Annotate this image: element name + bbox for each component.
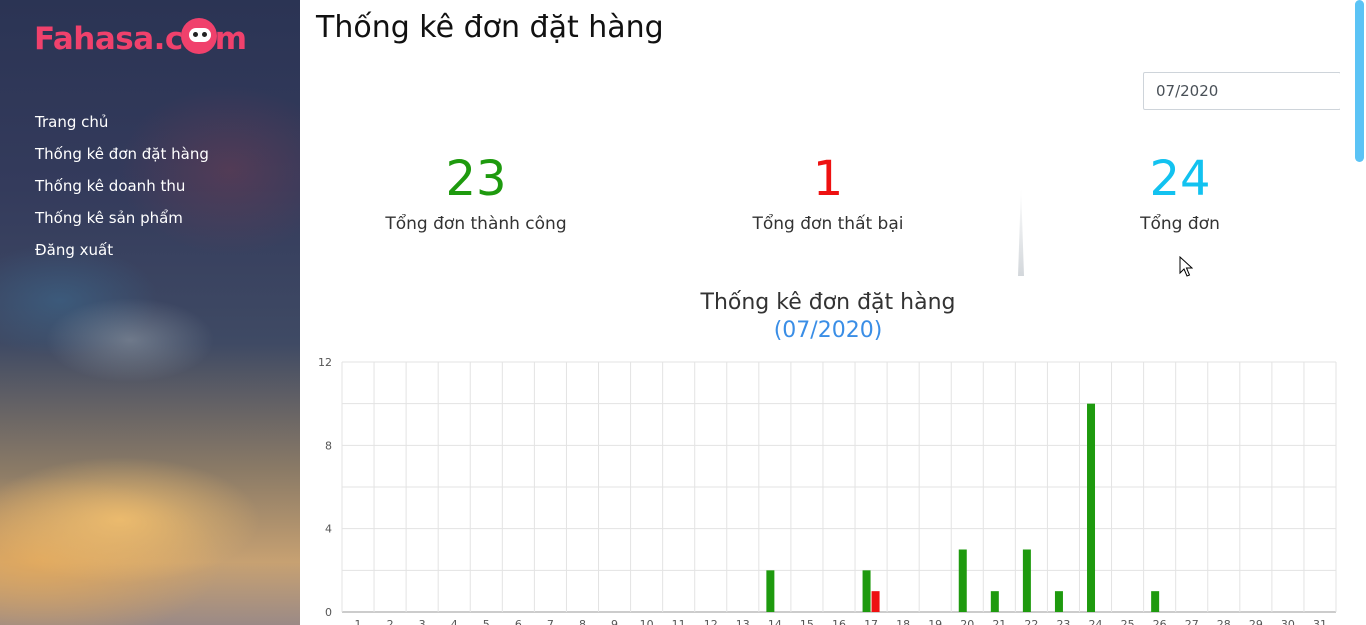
x-tick-label: 6: [515, 618, 522, 625]
sidebar-item-home[interactable]: Trang chủ: [35, 113, 109, 131]
sidebar-item-order-stats[interactable]: Thống kê đơn đặt hàng: [35, 145, 209, 163]
sidebar-item-revenue-stats[interactable]: Thống kê doanh thu: [35, 177, 186, 195]
stat-total-label: Tổng đơn: [1140, 214, 1220, 234]
main-content: Thống kê đơn đặt hàng 23 Tổng đơn thành …: [300, 0, 1366, 625]
x-tick-label: 31: [1313, 618, 1327, 625]
sidebar: Fahasa.c m Trang chủ Thống kê đơn đặt hà…: [0, 0, 300, 625]
bar: [1151, 591, 1160, 612]
x-tick-label: 11: [672, 618, 686, 625]
x-tick-label: 3: [419, 618, 426, 625]
x-tick-label: 13: [736, 618, 750, 625]
x-tick-label: 27: [1185, 618, 1199, 625]
bar: [862, 570, 871, 612]
stat-failed-value: 1: [812, 151, 844, 207]
x-tick-label: 23: [1056, 618, 1070, 625]
stat-success: 23 Tổng đơn thành công: [311, 148, 641, 234]
x-tick-label: 18: [896, 618, 910, 625]
x-tick-label: 25: [1121, 618, 1135, 625]
stat-total-value: 24: [1149, 151, 1211, 207]
logo-text-right: m: [214, 21, 247, 57]
page-title: Thống kê đơn đặt hàng: [316, 10, 664, 45]
x-tick-label: 4: [451, 618, 458, 625]
x-tick-label: 19: [928, 618, 942, 625]
x-tick-label: 30: [1281, 618, 1295, 625]
chart-subtitle: (07/2020): [773, 318, 883, 343]
mouse-cursor-icon: [1179, 256, 1193, 277]
scrollbar[interactable]: [1340, 0, 1366, 625]
divider: [1018, 186, 1024, 276]
x-tick-label: 22: [1024, 618, 1038, 625]
bar: [766, 570, 775, 612]
x-tick-label: 1: [355, 618, 362, 625]
x-tick-label: 24: [1089, 618, 1103, 625]
x-tick-label: 16: [832, 618, 846, 625]
sidebar-nav: Trang chủ Thống kê đơn đặt hàng Thống kê…: [35, 111, 209, 271]
stat-failed-label: Tổng đơn thất bại: [752, 214, 904, 234]
bar: [958, 549, 967, 612]
month-picker: [1143, 72, 1366, 110]
x-tick-label: 15: [800, 618, 814, 625]
stat-success-value: 23: [445, 151, 507, 207]
x-tick-label: 5: [483, 618, 490, 625]
y-tick-label: 4: [325, 523, 332, 536]
logo-text-left: Fahasa.c: [34, 21, 183, 57]
sidebar-item-logout[interactable]: Đăng xuất: [35, 241, 114, 259]
bar: [1022, 549, 1031, 612]
x-tick-label: 17: [864, 618, 878, 625]
bar: [1087, 403, 1096, 612]
y-tick-label: 8: [325, 439, 332, 452]
stat-failed: 1 Tổng đơn thất bại: [663, 148, 993, 234]
x-tick-label: 14: [768, 618, 782, 625]
x-tick-label: 9: [611, 618, 618, 625]
sidebar-item-product-stats[interactable]: Thống kê sản phẩm: [35, 209, 183, 227]
bar: [1054, 591, 1063, 612]
x-tick-label: 26: [1153, 618, 1167, 625]
owl-mascot-icon: [180, 18, 217, 54]
x-tick-label: 20: [960, 618, 974, 625]
chart-title: Thống kê đơn đặt hàng: [700, 290, 956, 315]
scrollbar-thumb[interactable]: [1355, 0, 1364, 162]
bar: [990, 591, 999, 612]
x-tick-label: 12: [704, 618, 718, 625]
y-tick-label: 12: [318, 356, 332, 369]
stat-total: 24 Tổng đơn: [1015, 148, 1345, 234]
y-tick-label: 0: [325, 606, 332, 619]
x-tick-label: 21: [992, 618, 1006, 625]
fahasa-logo[interactable]: Fahasa.c m: [34, 16, 247, 62]
stat-success-label: Tổng đơn thành công: [385, 214, 567, 234]
x-tick-label: 7: [547, 618, 554, 625]
month-input[interactable]: [1144, 73, 1350, 109]
x-tick-label: 29: [1249, 618, 1263, 625]
bar: [871, 591, 880, 612]
x-tick-label: 10: [640, 618, 654, 625]
x-tick-label: 28: [1217, 618, 1231, 625]
x-tick-label: 2: [387, 618, 394, 625]
x-tick-label: 8: [579, 618, 586, 625]
